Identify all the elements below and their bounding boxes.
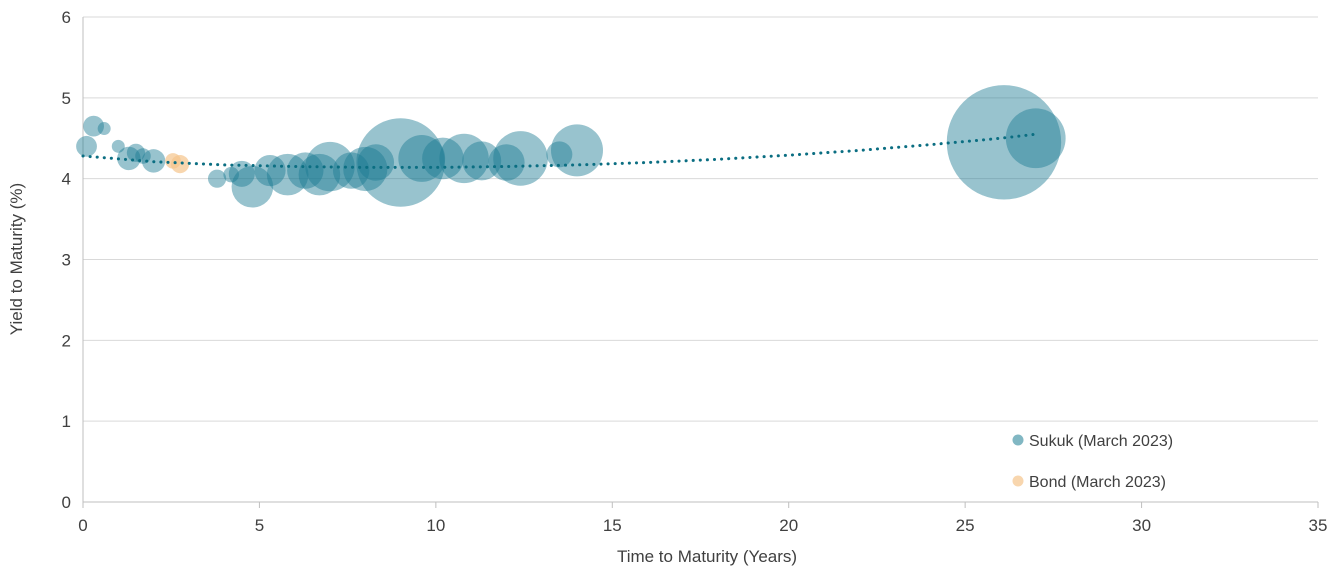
y-tick-label: 5: [62, 89, 71, 108]
sukuk-bubble: [546, 141, 573, 168]
sukuk-bubble: [111, 139, 125, 153]
trendline-layer: [81, 132, 1038, 169]
sukuk-bubble: [439, 133, 489, 184]
y-tick-label: 6: [62, 8, 71, 27]
sukuk-bubble: [356, 118, 445, 207]
sukuk-bubble: [126, 143, 146, 162]
y-tick-label: 0: [62, 493, 71, 512]
legend: Sukuk (March 2023) Bond (March 2023): [1012, 433, 1173, 491]
sukuk-bubble: [398, 135, 446, 182]
sukuk-bubble: [207, 169, 227, 188]
tick-labels: 0 1 2 3 4 5 6 0 5 10 15 20 25 30 35: [62, 8, 1328, 535]
sukuk-bubble: [228, 160, 255, 187]
sukuk-bubble: [266, 153, 309, 196]
sukuk-bubble: [551, 124, 603, 177]
sukuk-bubble: [287, 152, 324, 189]
y-tick-label: 1: [62, 412, 71, 431]
axes: [82, 17, 1319, 508]
sukuk-bubble: [254, 154, 286, 187]
legend-marker-sukuk: [1012, 434, 1024, 446]
sukuk-bubble: [493, 131, 548, 186]
legend-marker-bond: [1012, 475, 1024, 487]
x-tick-label: 15: [603, 516, 622, 535]
sukuk-bubble: [462, 141, 502, 181]
sukuk-bubble: [343, 146, 388, 192]
sukuk-bubble: [357, 144, 395, 181]
bubbles: [76, 85, 1066, 208]
x-tick-label: 10: [426, 516, 445, 535]
sukuk-bubble: [117, 146, 141, 171]
x-tick-label: 20: [779, 516, 798, 535]
sukuk-bubble: [223, 166, 239, 183]
gridlines: [83, 16, 1318, 422]
sukuk-bubble: [76, 135, 97, 157]
y-axis-label: Yield to Maturity (%): [7, 183, 26, 335]
series-0: [76, 85, 1066, 208]
x-tick-label: 0: [78, 516, 87, 535]
x-tick-label: 5: [255, 516, 264, 535]
bond-bubble: [170, 155, 190, 174]
series-1: [165, 153, 190, 174]
sukuk-bubble: [422, 137, 464, 180]
sukuk-bubble: [97, 122, 111, 136]
sukuk-bubble: [946, 85, 1062, 200]
sukuk-bubble: [298, 153, 341, 196]
sukuk-bubble: [231, 165, 274, 208]
sukuk-bubble: [332, 152, 370, 189]
x-tick-label: 25: [956, 516, 975, 535]
legend-label-sukuk: Sukuk (March 2023): [1029, 433, 1173, 450]
x-axis-label: Time to Maturity (Years): [617, 547, 797, 566]
y-tick-label: 2: [62, 331, 71, 350]
sukuk-bubble: [488, 144, 525, 181]
sukuk-trendline: [81, 132, 1038, 169]
y-tick-label: 4: [62, 170, 71, 189]
y-tick-label: 3: [62, 251, 71, 270]
x-tick-label: 30: [1132, 516, 1151, 535]
x-tick-label: 35: [1309, 516, 1328, 535]
sukuk-bubble: [83, 115, 104, 137]
sukuk-bubble: [1005, 108, 1066, 169]
legend-label-bond: Bond (March 2023): [1029, 474, 1166, 491]
